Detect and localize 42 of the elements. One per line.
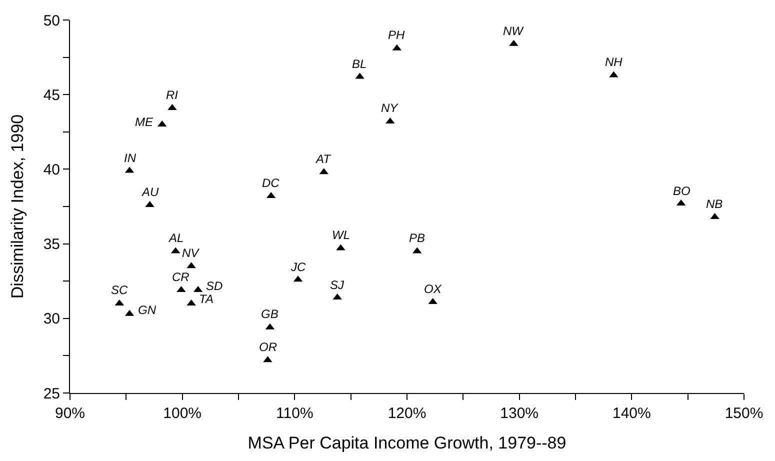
annotation: BO <box>673 184 690 198</box>
annotation: SD <box>206 279 224 293</box>
annotation: PB <box>409 231 426 245</box>
x-tick-label: 150% <box>724 405 764 422</box>
x-tick-label: 90% <box>54 405 86 422</box>
annotation: BL <box>352 57 367 71</box>
y-tick-label: 25 <box>43 385 60 402</box>
y-tick-label: 40 <box>43 161 60 178</box>
annotation: PH <box>388 28 406 42</box>
annotation: SC <box>111 283 128 297</box>
annotation: OR <box>259 340 278 354</box>
annotation: GB <box>261 307 278 321</box>
annotation: AU <box>141 185 160 199</box>
annotation: AL <box>168 231 184 245</box>
annotation: CR <box>172 270 190 284</box>
annotation: GN <box>138 303 156 317</box>
annotation: RI <box>166 88 179 102</box>
annotation: TA <box>199 292 214 306</box>
x-tick-label: 110% <box>276 405 314 422</box>
annotation: NV <box>182 246 200 260</box>
annotation: OX <box>424 282 442 296</box>
annotation: SJ <box>330 278 346 292</box>
y-axis-title: Dissimilarity Index, 1990 <box>8 114 27 299</box>
x-tick-label: 130% <box>500 405 539 422</box>
y-tick-label: 30 <box>43 310 60 328</box>
annotation: NB <box>706 197 723 211</box>
y-tick-label: 45 <box>43 86 60 104</box>
annotation: NW <box>503 24 525 38</box>
annotation: ME <box>135 115 154 129</box>
y-tick-label: 35 <box>43 236 60 254</box>
annotation: DC <box>262 176 280 190</box>
annotation: WL <box>332 228 350 242</box>
x-axis-title: MSA Per Capita Income Growth, 1979--89 <box>248 433 566 452</box>
x-tick-label: 140% <box>612 405 651 422</box>
annotation: JC <box>290 260 306 274</box>
annotation: NH <box>605 55 623 69</box>
x-tick-label: 100% <box>163 405 202 422</box>
annotation: IN <box>124 151 136 165</box>
x-tick-label: 120% <box>388 405 426 422</box>
annotation: NY <box>381 101 399 115</box>
y-tick-label: 50 <box>43 12 60 30</box>
annotation: AT <box>315 152 332 166</box>
